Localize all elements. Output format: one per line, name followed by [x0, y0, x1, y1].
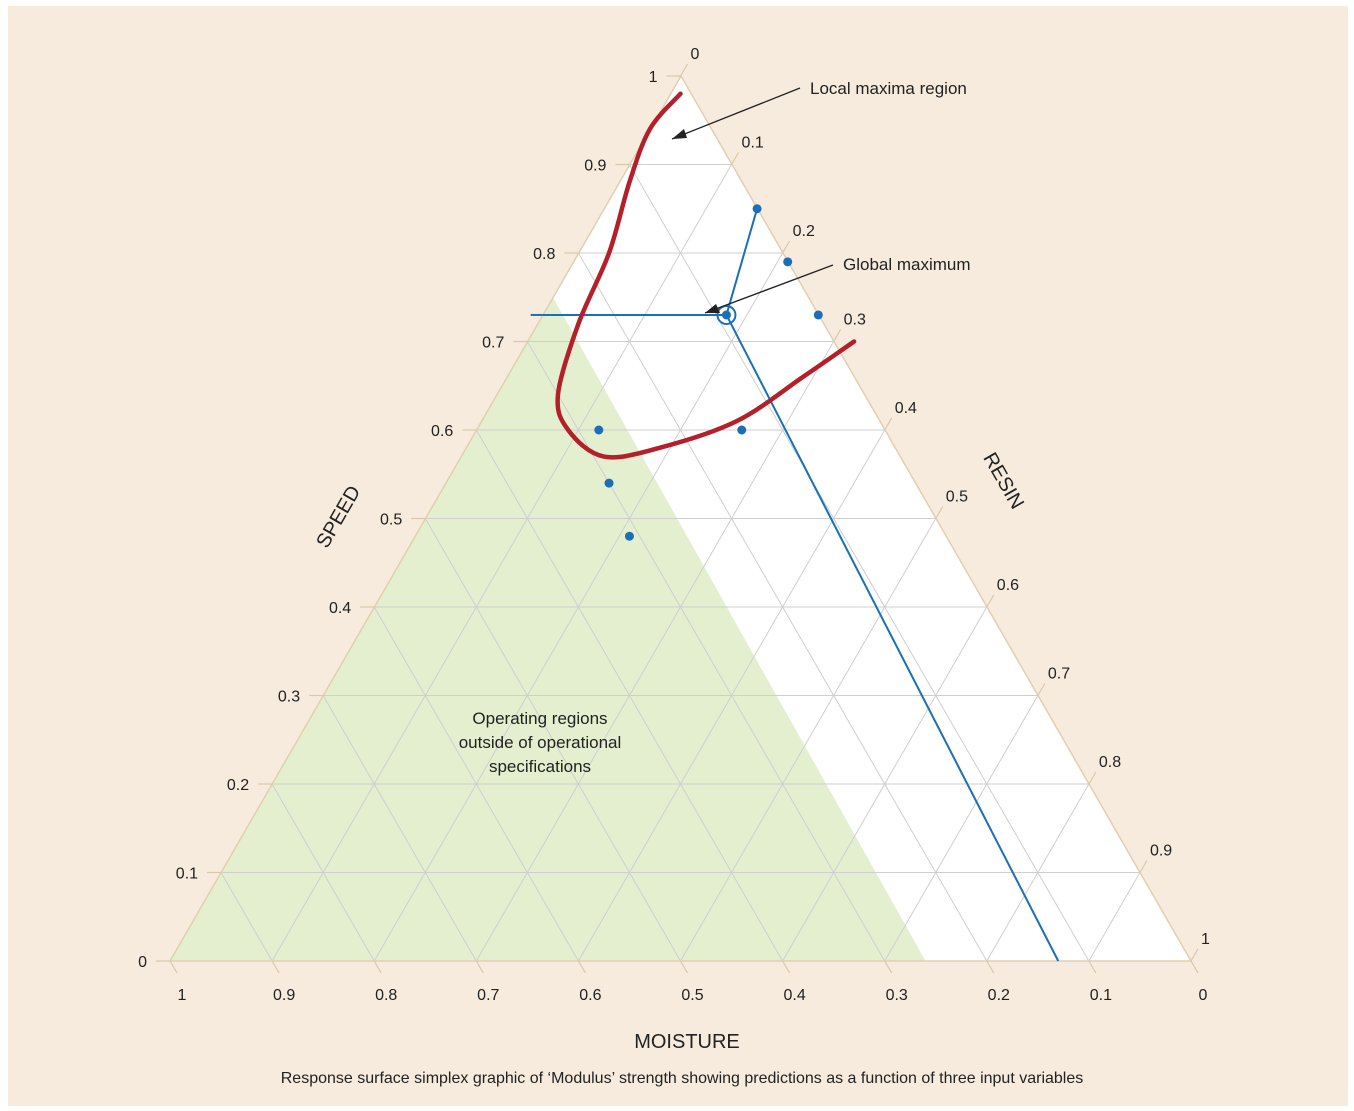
speed-tick-label: 0.2 — [227, 777, 249, 794]
grid-line — [271, 164, 732, 962]
speed-tick-label: 0.8 — [533, 246, 555, 263]
moisture-tick-label: 0.7 — [477, 987, 499, 1004]
speed-tick-label: 0.1 — [176, 866, 198, 883]
out-of-spec-region — [170, 297, 926, 961]
grid-line — [526, 341, 886, 962]
tick-labels: 0 0 1 0.1 0.1 0.9 0.2 0.2 0.8 0.3 0.3 0.7 0.4 0.4 0.6 0… — [138, 46, 1210, 1004]
resin-tick-label: 0.6 — [997, 577, 1019, 594]
tick-mark — [782, 240, 791, 254]
resin-tick-label: 0.7 — [1048, 666, 1070, 683]
resin-tick-label: 1 — [1201, 931, 1210, 948]
tick-mark — [935, 506, 944, 519]
tick-mark — [169, 960, 178, 974]
tick-mark — [833, 329, 842, 342]
speed-axis-title: SPEED — [312, 482, 365, 552]
global-maximum-label: Global maximum — [843, 255, 971, 274]
grid-line — [322, 695, 477, 962]
speed-tick-label: 0.4 — [329, 600, 351, 617]
resin-tick-label: 0.2 — [793, 223, 815, 240]
moisture-tick-label: 0.2 — [988, 987, 1010, 1004]
tick-mark — [475, 960, 484, 974]
speed-tick-label: 0 — [138, 954, 147, 971]
speed-tick-label: 0.5 — [380, 512, 402, 529]
moisture-tick-label: 0.3 — [886, 987, 908, 1004]
tick-mark — [986, 960, 995, 974]
speed-tick-label: 0.7 — [482, 335, 504, 352]
tick-mark — [1190, 960, 1199, 974]
arrow-global-maximum — [704, 264, 834, 314]
figure-caption: Response surface simplex graphic of ‘Mod… — [281, 1070, 1084, 1087]
tick-mark — [884, 960, 893, 974]
tick-mark — [577, 960, 586, 974]
moisture-tick-label: 0.1 — [1090, 987, 1112, 1004]
tick-mark — [1088, 960, 1097, 974]
grid-lines — [220, 164, 1141, 962]
moisture-tick-label: 1 — [178, 987, 187, 1004]
grid-line — [271, 783, 375, 962]
design-point — [624, 531, 634, 541]
arrow-local-maxima — [671, 87, 801, 140]
tick-mark — [1037, 683, 1046, 696]
contour-line — [725, 314, 1060, 962]
moisture-tick-label: 0.9 — [273, 987, 295, 1004]
resin-tick-label: 0.1 — [742, 135, 764, 152]
moisture-tick-label: 0 — [1199, 987, 1208, 1004]
grid-line — [220, 872, 273, 962]
grid-line — [986, 783, 1090, 962]
tick-marks — [156, 63, 1199, 974]
contour-line — [725, 208, 759, 316]
speed-tick-label: 0.9 — [584, 158, 606, 175]
local-maxima-curve — [555, 91, 857, 460]
design-point — [752, 204, 762, 214]
region-label-line-1: Operating regions — [472, 709, 607, 728]
resin-tick-label: 0 — [691, 46, 700, 63]
moisture-tick-label: 0.4 — [783, 987, 805, 1004]
tick-mark — [782, 960, 791, 974]
design-point — [594, 425, 604, 435]
tick-mark — [679, 960, 689, 974]
tick-mark — [986, 594, 995, 608]
tick-mark — [884, 417, 893, 431]
design-points — [594, 204, 823, 541]
grid-line — [884, 695, 1039, 962]
region-label-line-2: outside of operational — [459, 733, 622, 752]
tick-mark — [679, 63, 689, 77]
grid-line — [373, 606, 579, 962]
global-maximum-point — [721, 310, 731, 320]
grid-line — [782, 606, 988, 962]
contour-lines — [530, 208, 1060, 962]
grid-line — [475, 341, 835, 962]
speed-tick-label: 0.3 — [278, 689, 300, 706]
resin-tick-label: 0.3 — [844, 312, 866, 329]
local-maxima-label: Local maxima region — [810, 79, 967, 98]
design-point — [783, 257, 793, 267]
speed-tick-label: 0.6 — [431, 423, 453, 440]
design-point — [604, 478, 614, 488]
moisture-axis-title: MOISTURE — [634, 1031, 740, 1053]
tick-mark — [1088, 771, 1097, 785]
resin-axis-title: RESIN — [978, 449, 1028, 513]
resin-tick-label: 0.5 — [946, 489, 968, 506]
design-point — [813, 310, 823, 320]
tick-mark — [1190, 948, 1199, 962]
moisture-tick-label: 0.5 — [681, 987, 703, 1004]
moisture-tick-label: 0.6 — [579, 987, 601, 1004]
moisture-tick-label: 0.8 — [375, 987, 397, 1004]
resin-tick-label: 0.9 — [1150, 843, 1172, 860]
tick-mark — [1139, 860, 1148, 873]
grid-line — [680, 518, 937, 962]
tick-mark — [373, 960, 382, 974]
tick-mark — [731, 152, 740, 165]
resin-tick-label: 0.8 — [1099, 754, 1121, 771]
design-point — [737, 425, 747, 435]
global-maximum-marker — [716, 304, 737, 325]
tick-mark — [271, 960, 280, 974]
resin-tick-label: 0.4 — [895, 400, 917, 417]
speed-tick-label: 1 — [649, 69, 658, 86]
grid-line — [1088, 872, 1141, 962]
grid-line — [629, 164, 1090, 962]
region-label-line-3: specifications — [489, 757, 591, 776]
grid-line — [424, 518, 681, 962]
